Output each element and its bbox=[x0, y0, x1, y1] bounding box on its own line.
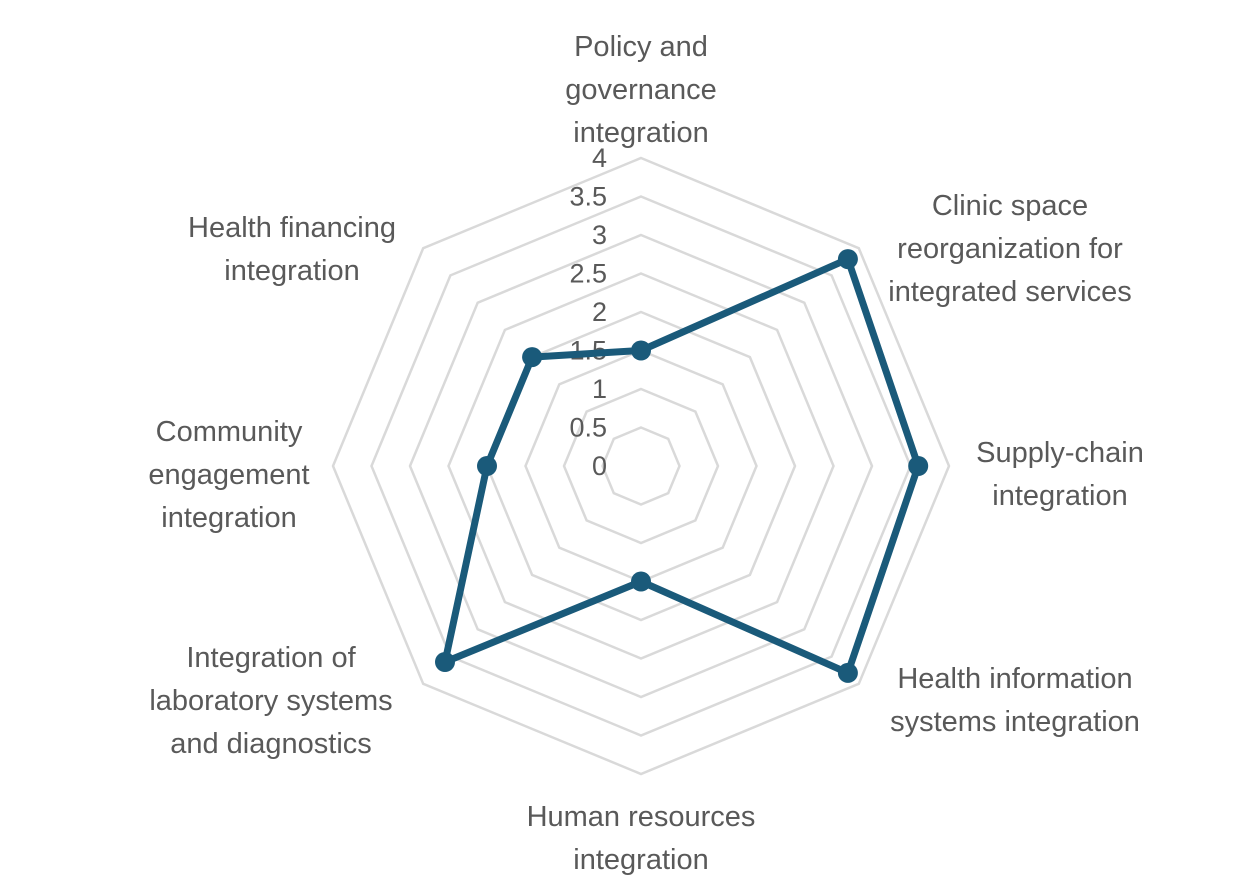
series-line bbox=[441, 255, 922, 677]
category-label-line: systems integration bbox=[890, 706, 1140, 738]
category-label-line: Integration of bbox=[186, 642, 356, 674]
grid-ring-3-5 bbox=[370, 195, 912, 737]
tick-label: 0.5 bbox=[569, 413, 607, 443]
grid-ring-0-5 bbox=[601, 426, 681, 506]
category-label-line: Human resources bbox=[527, 801, 756, 833]
data-point-1 bbox=[837, 249, 858, 270]
data-point-5 bbox=[435, 652, 455, 672]
tick-label: 3.5 bbox=[569, 182, 607, 212]
radar-grid bbox=[331, 156, 951, 776]
category-label-line: Community bbox=[156, 416, 303, 448]
data-point-3 bbox=[837, 662, 858, 683]
radial-tick-labels: 00.511.522.533.54 bbox=[569, 143, 607, 481]
category-label-line: engagement bbox=[148, 459, 309, 491]
category-label-line: integration bbox=[992, 480, 1127, 512]
tick-label: 0 bbox=[592, 451, 607, 481]
category-label-6: Community engagement integration bbox=[148, 416, 309, 534]
category-label-4: Human resources integration bbox=[527, 801, 756, 876]
category-label-line: Health financing bbox=[188, 212, 396, 244]
category-label-line: Supply-chain bbox=[976, 437, 1144, 469]
series-group bbox=[435, 249, 929, 683]
category-label-line: governance bbox=[565, 74, 717, 106]
tick-label: 2 bbox=[592, 297, 607, 327]
category-label-line: and diagnostics bbox=[170, 728, 372, 760]
category-label-1: Clinic space reorganization for integrated… bbox=[888, 190, 1131, 308]
category-label-line: Health information bbox=[897, 663, 1132, 695]
grid-ring-1 bbox=[562, 387, 720, 545]
category-label-0: Policy and governance integration bbox=[565, 31, 717, 149]
tick-label: 4 bbox=[592, 143, 607, 173]
category-label-line: integration bbox=[573, 844, 708, 876]
grid-ring-3 bbox=[408, 233, 874, 699]
grid-ring-4 bbox=[331, 156, 951, 776]
category-label-line: integration bbox=[224, 255, 359, 287]
grid-ring-1-5 bbox=[524, 349, 758, 583]
data-point-7 bbox=[522, 347, 543, 368]
tick-label: 1 bbox=[592, 374, 607, 404]
data-point-2 bbox=[908, 456, 929, 476]
category-labels: Policy and governance integration Clinic sp… bbox=[148, 31, 1143, 876]
data-point-0 bbox=[631, 340, 651, 361]
category-label-3: Health information systems integration bbox=[890, 663, 1140, 738]
category-label-2: Supply-chain integration bbox=[976, 437, 1144, 512]
category-label-line: laboratory systems bbox=[149, 685, 392, 717]
category-label-line: integrated services bbox=[888, 276, 1131, 308]
category-label-5: Integration of laboratory systems and diag… bbox=[149, 642, 392, 760]
grid-ring-2-5 bbox=[447, 272, 835, 660]
tick-label: 3 bbox=[592, 220, 607, 250]
category-label-line: Policy and bbox=[574, 31, 708, 63]
tick-label: 2.5 bbox=[569, 259, 607, 289]
data-point-4 bbox=[631, 571, 651, 592]
category-label-7: Health financing integration bbox=[188, 212, 396, 287]
category-label-line: integration bbox=[573, 117, 708, 149]
data-point-6 bbox=[477, 456, 497, 476]
category-label-line: integration bbox=[161, 502, 296, 534]
category-label-line: Clinic space bbox=[932, 190, 1088, 222]
category-label-line: reorganization for bbox=[897, 233, 1123, 265]
